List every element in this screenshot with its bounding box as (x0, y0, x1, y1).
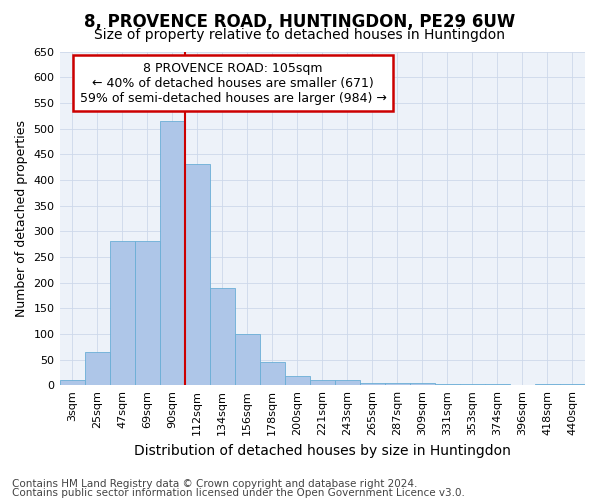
Bar (185, 164, 209, 385)
Bar (460, 384, 485, 385)
Bar (560, 384, 585, 385)
Bar (435, 384, 460, 385)
Bar (410, 383, 435, 385)
Bar (335, 380, 360, 385)
Bar (360, 382, 385, 385)
Bar (209, 288, 235, 385)
Text: 8, PROVENCE ROAD, HUNTINGDON, PE29 6UW: 8, PROVENCE ROAD, HUNTINGDON, PE29 6UW (85, 12, 515, 30)
Bar (134, 242, 160, 385)
Bar (510, 384, 535, 385)
Bar (235, 334, 260, 385)
Bar (85, 352, 110, 385)
Bar (110, 242, 134, 385)
Y-axis label: Number of detached properties: Number of detached properties (15, 120, 28, 317)
Text: 8 PROVENCE ROAD: 105sqm
← 40% of detached houses are smaller (671)
59% of semi-d: 8 PROVENCE ROAD: 105sqm ← 40% of detache… (80, 62, 386, 104)
Bar (59, 380, 85, 385)
Text: Size of property relative to detached houses in Huntingdon: Size of property relative to detached ho… (95, 28, 505, 42)
X-axis label: Distribution of detached houses by size in Huntingdon: Distribution of detached houses by size … (134, 444, 511, 458)
Bar (285, 376, 310, 385)
Bar (260, 362, 285, 385)
Text: Contains public sector information licensed under the Open Government Licence v3: Contains public sector information licen… (12, 488, 465, 498)
Bar (160, 121, 185, 385)
Bar (485, 384, 510, 385)
Bar (385, 383, 410, 385)
Text: Contains HM Land Registry data © Crown copyright and database right 2024.: Contains HM Land Registry data © Crown c… (12, 479, 418, 489)
Bar (310, 380, 335, 385)
Bar (535, 384, 560, 385)
